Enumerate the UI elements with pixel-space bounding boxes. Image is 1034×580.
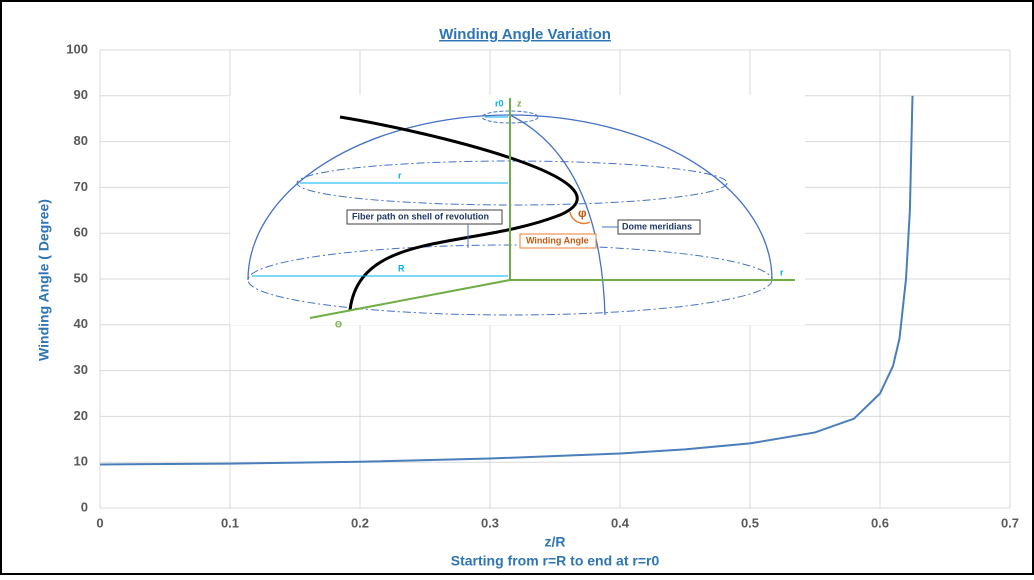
x-axis-label: z/R: [545, 534, 566, 550]
x-tick-label: 0.5: [741, 515, 759, 530]
x-axis-sublabel: Starting from r=R to end at r=r0: [451, 553, 660, 569]
inset-background: [230, 95, 805, 325]
chart-title: Winding Angle Variation: [439, 26, 611, 43]
inset-diagram: r0 z r Fiber path on shell of revolution…: [230, 95, 805, 329]
inset-label: r0: [495, 98, 504, 108]
x-tick-label: 0.6: [871, 515, 889, 530]
inset-label: Fiber path on shell of revolution: [352, 211, 489, 221]
y-tick-label: 80: [74, 133, 88, 148]
x-tick-label: 0: [96, 515, 103, 530]
inset-label: Dome meridians: [622, 221, 692, 231]
y-tick-label: 10: [74, 454, 88, 469]
y-tick-label: 40: [74, 316, 88, 331]
x-tick-label: 0.3: [481, 515, 499, 530]
y-tick-label: 50: [74, 270, 88, 285]
y-tick-label: 60: [74, 225, 88, 240]
y-tick-label: 100: [66, 41, 88, 56]
y-tick-label: 70: [74, 179, 88, 194]
x-tick-label: 0.7: [1001, 515, 1019, 530]
inset-label: φ: [578, 206, 587, 220]
x-tick-label: 0.1: [221, 515, 239, 530]
inset-label: r: [780, 267, 784, 277]
inset-label: Winding Angle: [526, 235, 589, 245]
y-tick-label: 30: [74, 362, 88, 377]
inset-label: Θ: [335, 319, 342, 329]
inset-label: z: [517, 98, 522, 108]
x-tick-label: 0.4: [611, 515, 630, 530]
inset-label: R: [398, 263, 405, 273]
y-axis-label: Winding Angle ( Degree): [36, 199, 52, 361]
x-tick-label: 0.2: [351, 515, 369, 530]
y-tick-label: 20: [74, 408, 88, 423]
inset-label: r: [398, 170, 402, 180]
y-tick-label: 0: [81, 499, 88, 514]
chart: Winding Angle Variation z/R Starting fro…: [0, 0, 1034, 575]
y-tick-label: 90: [74, 87, 88, 102]
